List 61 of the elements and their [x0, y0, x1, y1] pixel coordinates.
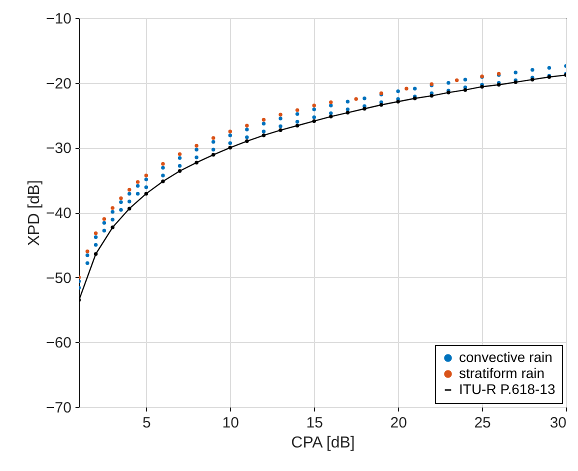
point	[245, 124, 249, 128]
point	[245, 139, 249, 144]
point	[430, 94, 434, 98]
y-axis-title: XPD [dB]	[26, 180, 44, 246]
point	[128, 206, 132, 210]
point	[329, 100, 333, 104]
y-tick-label: −50	[46, 270, 72, 287]
point	[228, 146, 232, 150]
point	[312, 104, 316, 108]
point	[463, 88, 468, 92]
point	[194, 160, 198, 164]
point	[144, 192, 148, 196]
point	[178, 152, 182, 156]
x-tick-label: 15	[306, 414, 323, 432]
point	[86, 250, 90, 254]
y-tick-label: −40	[46, 205, 72, 222]
y-tick-label: −70	[46, 400, 72, 416]
point	[454, 78, 459, 82]
legend-label: convective rain	[459, 349, 552, 365]
legend-label: stratiform rain	[459, 365, 545, 381]
y-tick-label: −10	[46, 10, 72, 28]
point	[110, 226, 114, 230]
point	[119, 196, 123, 200]
point	[228, 130, 232, 134]
point	[295, 124, 300, 128]
point	[144, 174, 148, 178]
point	[329, 114, 333, 118]
legend-label: ITU-R P.618-13	[459, 381, 556, 397]
point	[346, 110, 350, 115]
x-tick-label: 25	[474, 414, 491, 432]
x-tick-label: 10	[222, 414, 239, 432]
point	[102, 217, 106, 221]
x-tick-label: 30	[550, 414, 566, 432]
point	[278, 128, 282, 132]
point	[128, 188, 132, 192]
point	[262, 118, 266, 122]
point	[312, 119, 316, 123]
point	[295, 108, 300, 112]
point	[94, 252, 98, 256]
y-tick-label: −20	[46, 75, 72, 92]
point	[110, 206, 114, 210]
point	[354, 97, 358, 101]
point	[194, 144, 198, 148]
x-tick-label: 20	[390, 414, 407, 432]
y-tick-label: −60	[46, 334, 72, 352]
x-tick-label: 5	[142, 414, 151, 432]
point	[178, 169, 182, 173]
point	[396, 100, 400, 104]
point	[94, 231, 98, 236]
x-axis-title: CPA [dB]	[291, 434, 355, 452]
y-tick-label: −30	[46, 140, 72, 158]
point	[211, 152, 216, 157]
point	[136, 180, 140, 184]
point	[379, 103, 384, 107]
point	[161, 162, 165, 166]
point	[211, 136, 216, 140]
point	[161, 180, 165, 184]
point	[362, 106, 366, 111]
point	[404, 86, 408, 91]
point	[262, 133, 266, 138]
point	[278, 112, 282, 116]
